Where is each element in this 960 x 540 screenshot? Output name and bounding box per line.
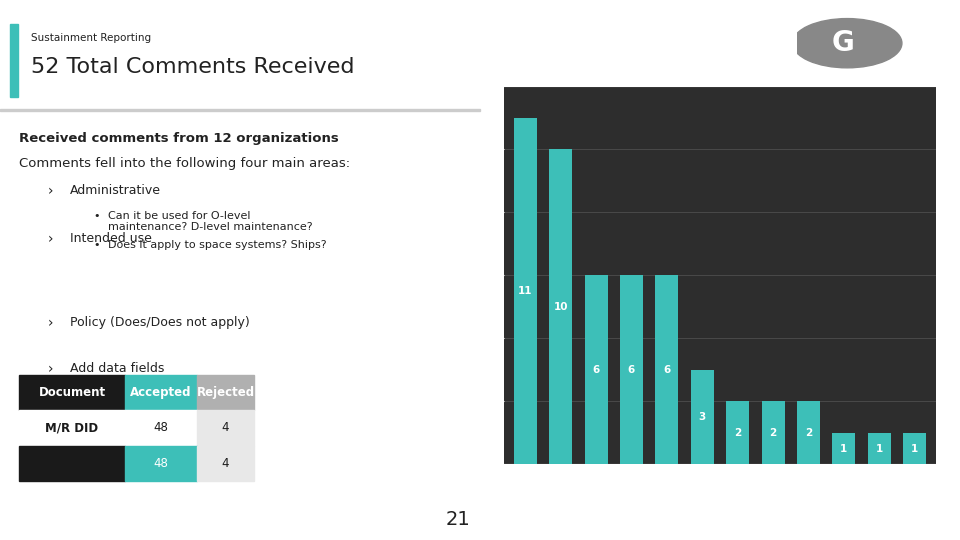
Text: Sustainment Reporting: Sustainment Reporting (31, 33, 152, 44)
Text: Policy (Does/Does not apply): Policy (Does/Does not apply) (69, 316, 250, 329)
Text: ›: › (48, 184, 54, 198)
Bar (10, 24, 18, 97)
Text: 11: 11 (518, 286, 533, 296)
Text: 3: 3 (699, 412, 706, 422)
Text: Comments fell into the following four main areas:: Comments fell into the following four ma… (19, 157, 350, 170)
Bar (903, 433, 926, 464)
Text: ADE: ADE (909, 33, 954, 53)
Circle shape (792, 18, 901, 68)
Bar (549, 150, 572, 464)
Text: 1: 1 (876, 444, 883, 454)
Text: 2: 2 (804, 428, 812, 438)
Bar (125, 375, 197, 410)
Bar (19, 375, 125, 410)
Bar (125, 410, 197, 445)
Text: Does it apply to space systems? Ships?: Does it apply to space systems? Ships? (108, 240, 326, 251)
Text: 52 Total Comments Received: 52 Total Comments Received (31, 57, 354, 77)
Text: ›: › (48, 362, 54, 376)
Text: 10: 10 (553, 302, 568, 312)
Text: 21: 21 (445, 510, 470, 529)
Bar (761, 401, 784, 464)
Text: Accepted: Accepted (130, 386, 192, 400)
Text: 4: 4 (222, 421, 229, 435)
Bar (620, 275, 643, 464)
Bar (197, 446, 254, 481)
Text: 2: 2 (734, 428, 741, 438)
Text: Can it be used for O-level
maintenance? D-level maintenance?: Can it be used for O-level maintenance? … (108, 211, 313, 232)
Bar (656, 275, 679, 464)
Text: 48: 48 (154, 421, 168, 435)
Text: ›: › (48, 316, 54, 330)
Text: 6: 6 (663, 365, 670, 375)
Text: ›: › (48, 232, 54, 246)
Text: Add data fields: Add data fields (69, 362, 164, 375)
Text: Administrative: Administrative (69, 184, 160, 197)
Text: 6: 6 (628, 365, 636, 375)
Text: 1: 1 (840, 444, 848, 454)
Text: 48: 48 (154, 456, 168, 470)
Bar (0, 109, 480, 111)
Text: Intended use: Intended use (69, 232, 152, 245)
Text: 4: 4 (222, 456, 229, 470)
Text: Document: Document (38, 386, 106, 400)
Bar (726, 401, 749, 464)
Bar (197, 375, 254, 410)
Text: G: G (831, 29, 854, 57)
Bar (19, 410, 125, 445)
Text: 6: 6 (592, 365, 600, 375)
Bar (197, 410, 254, 445)
Text: Rejected: Rejected (197, 386, 254, 400)
Text: M/R DID: M/R DID (45, 421, 99, 435)
Bar (868, 433, 891, 464)
Bar (19, 446, 125, 481)
Text: 52 Comments: 52 Comments (688, 60, 795, 75)
Bar (585, 275, 608, 464)
Bar (832, 433, 855, 464)
Bar (125, 446, 197, 481)
Bar (514, 118, 537, 464)
Text: Received comments from 12 organizations: Received comments from 12 organizations (19, 132, 339, 145)
Bar (691, 370, 714, 464)
Text: 1: 1 (911, 444, 919, 454)
Text: 2: 2 (770, 428, 777, 438)
Text: •: • (94, 211, 100, 221)
Text: •: • (94, 240, 100, 251)
Bar (797, 401, 820, 464)
